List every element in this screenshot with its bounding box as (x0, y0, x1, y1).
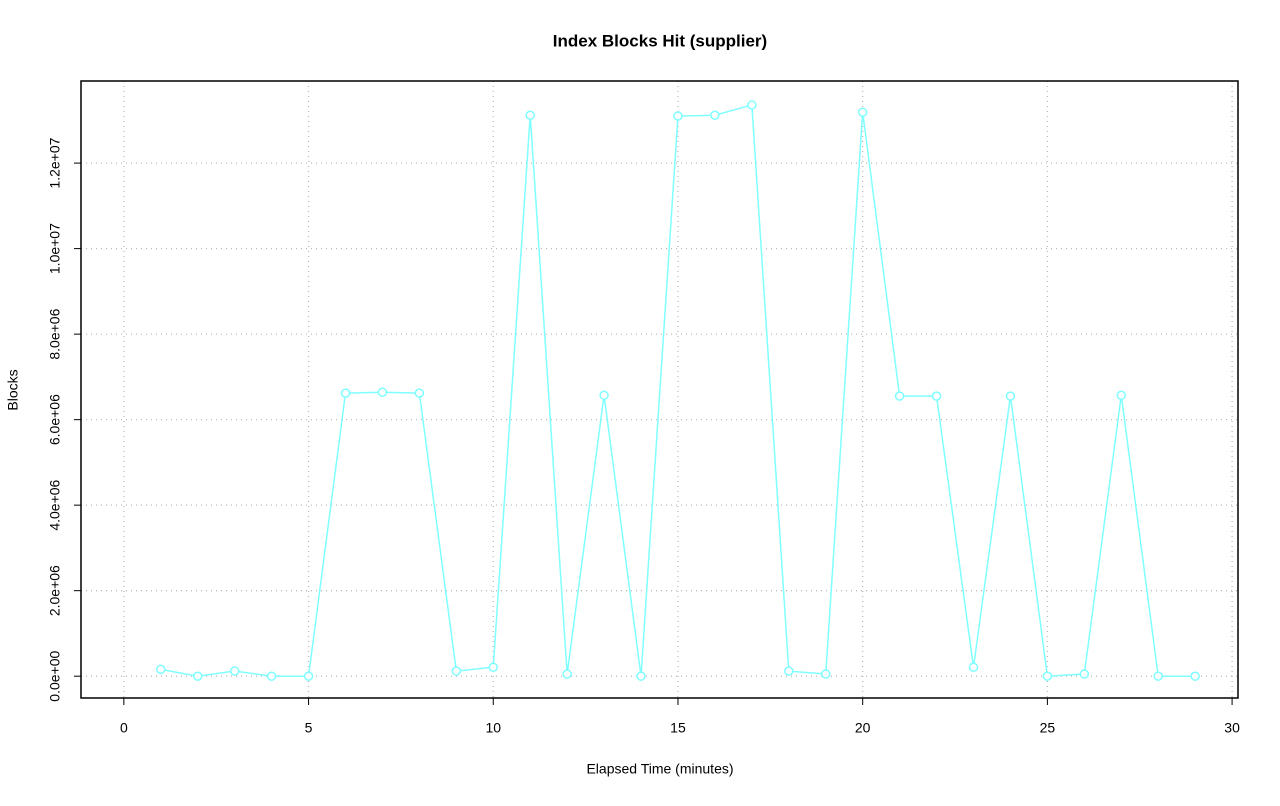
point (266, 671, 277, 681)
point (599, 390, 609, 401)
y-axis-label: Blocks (5, 369, 21, 410)
point (1153, 671, 1163, 681)
point (747, 100, 757, 110)
point (229, 666, 240, 676)
point (303, 671, 314, 681)
point (1005, 391, 1016, 401)
y-tick-label: 4.0e+06 (47, 479, 63, 530)
x-tick-label: 15 (670, 720, 686, 736)
point (192, 671, 203, 681)
x-tick-label: 20 (855, 720, 871, 736)
point (525, 110, 535, 120)
y-tick-label: 2.0e+06 (47, 565, 63, 616)
plot-frame (80, 80, 1239, 699)
x-tick-label: 30 (1224, 720, 1240, 736)
point (820, 669, 831, 679)
x-tick-label: 0 (120, 720, 128, 736)
point (414, 388, 425, 398)
point (451, 666, 462, 676)
y-tick-label: 1.0e+07 (47, 223, 63, 274)
point (636, 671, 646, 681)
x-tick-label: 25 (1040, 720, 1056, 736)
x-axis-label: Elapsed Time (minutes) (586, 761, 733, 777)
x-tick-label: 10 (485, 720, 501, 736)
y-tick-label: 8.0e+06 (47, 308, 63, 359)
point (1079, 669, 1090, 679)
point (931, 391, 942, 401)
point (488, 662, 499, 672)
point (673, 111, 683, 121)
y-tick-label: 1.2e+07 (47, 137, 63, 188)
point (894, 391, 905, 401)
x-tick-label: 5 (305, 720, 313, 736)
point (857, 107, 868, 117)
point (1190, 671, 1200, 681)
y-tick-label: 6.0e+06 (47, 394, 63, 445)
point (1042, 671, 1053, 681)
point (1116, 390, 1127, 401)
point (340, 388, 351, 398)
point (710, 110, 720, 120)
point (968, 662, 979, 672)
y-tick-label: 0.0e+00 (47, 650, 63, 701)
point (377, 387, 388, 398)
point (562, 669, 572, 679)
chart-title: Index Blocks Hit (supplier) (553, 31, 767, 50)
point (156, 664, 166, 675)
point (784, 666, 794, 676)
